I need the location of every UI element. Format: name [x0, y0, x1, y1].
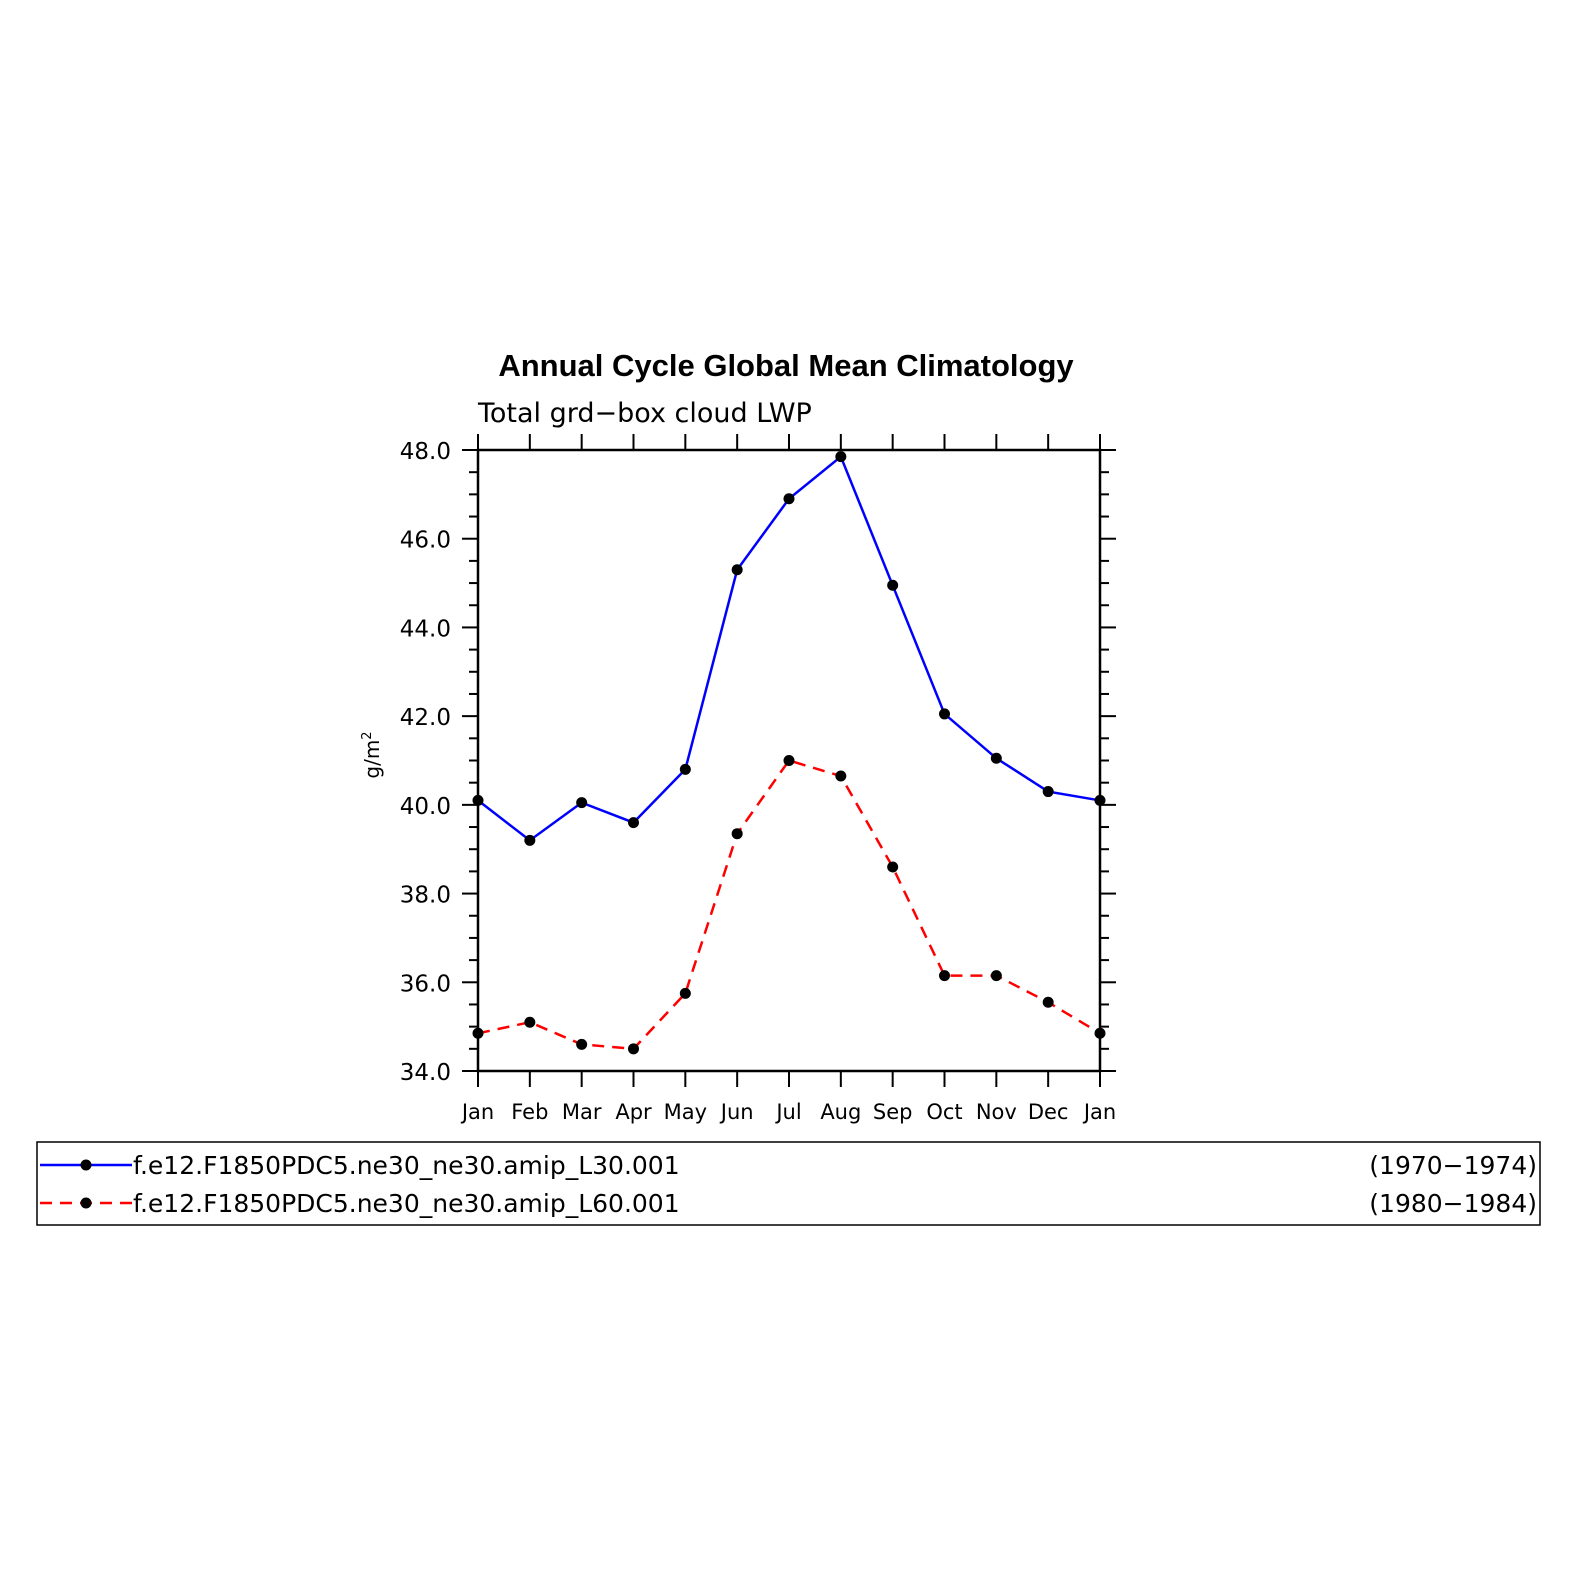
- x-tick-label: Dec: [1028, 1100, 1069, 1124]
- y-axis-label: g/m2: [360, 731, 384, 778]
- x-tick-label: Jul: [774, 1100, 801, 1124]
- data-point: [887, 861, 899, 873]
- x-axis-ticks: Jan Feb Mar Apr May Jun Jul Aug Sep Oct Nov Dec Jan: [460, 434, 1116, 1124]
- x-tick-label: Apr: [615, 1100, 652, 1124]
- series-line: [477, 759, 1101, 1051]
- data-point: [990, 970, 1002, 982]
- data-point: [1042, 996, 1054, 1008]
- y-tick-label: 40.0: [400, 794, 451, 820]
- y-tick-label: 44.0: [400, 616, 451, 642]
- data-point: [783, 493, 795, 505]
- data-point: [472, 794, 484, 806]
- legend: f.e12.F1850PDC5.ne30_ne30.amip_L30.001 (1…: [36, 1141, 1541, 1226]
- series-line: [477, 454, 1101, 842]
- y-tick-label: 46.0: [400, 528, 451, 554]
- y-axis-ticks: 34.0 36.0 38.0 40.0 42.0 44.0 46.0 48.0: [400, 439, 1116, 1086]
- y-tick-label: 48.0: [400, 439, 451, 465]
- data-point: [939, 970, 950, 982]
- x-tick-label: Nov: [976, 1100, 1017, 1124]
- data-point: [1094, 1027, 1106, 1039]
- series-2: [472, 755, 1106, 1055]
- legend-label: f.e12.F1850PDC5.ne30_ne30.amip_L30.001: [133, 1151, 680, 1180]
- x-tick-label: Jun: [719, 1100, 754, 1124]
- y-tick-label: 36.0: [400, 971, 451, 997]
- x-tick-label: Oct: [926, 1100, 962, 1124]
- chart-subtitle: Total grd−box cloud LWP: [477, 398, 812, 429]
- data-point: [939, 708, 950, 720]
- y-tick-label: 34.0: [400, 1060, 451, 1086]
- series-1: [472, 451, 1106, 846]
- data-point: [679, 763, 691, 775]
- data-point: [524, 1016, 536, 1028]
- data-point: [679, 987, 691, 999]
- x-tick-label: Jan: [1082, 1100, 1116, 1124]
- data-point: [1094, 794, 1106, 806]
- x-tick-label: May: [664, 1100, 707, 1124]
- data-point: [1042, 786, 1054, 798]
- data-point: [990, 752, 1002, 764]
- legend-period: (1970−1974): [1369, 1151, 1537, 1180]
- data-point: [887, 579, 899, 591]
- data-point: [628, 817, 639, 829]
- legend-box: [36, 1141, 1541, 1226]
- data-point: [472, 1027, 484, 1039]
- data-point: [835, 451, 847, 463]
- x-tick-label: Aug: [820, 1100, 861, 1124]
- data-point: [576, 797, 588, 809]
- data-point: [835, 770, 847, 782]
- data-point: [783, 755, 795, 766]
- data-point: [731, 828, 743, 840]
- data-point: [628, 1043, 639, 1055]
- y-tick-label: 38.0: [400, 883, 451, 909]
- legend-marker: [80, 1159, 92, 1171]
- x-tick-label: Feb: [511, 1100, 548, 1124]
- legend-label: f.e12.F1850PDC5.ne30_ne30.amip_L60.001: [133, 1189, 680, 1218]
- legend-period: (1980−1984): [1369, 1189, 1537, 1218]
- y-axis-label-unit: g/m: [360, 740, 384, 779]
- x-tick-label: Sep: [873, 1100, 913, 1124]
- x-tick-label: Mar: [562, 1100, 602, 1124]
- data-point: [524, 834, 536, 846]
- y-axis-label-superscript: 2: [360, 731, 375, 739]
- data-point: [731, 564, 743, 576]
- legend-marker: [80, 1197, 92, 1209]
- series-layer: [472, 451, 1106, 1055]
- data-point: [576, 1038, 588, 1050]
- y-tick-label: 42.0: [400, 705, 451, 731]
- chart-title: Annual Cycle Global Mean Climatology: [498, 348, 1074, 383]
- x-tick-label: Jan: [460, 1100, 494, 1124]
